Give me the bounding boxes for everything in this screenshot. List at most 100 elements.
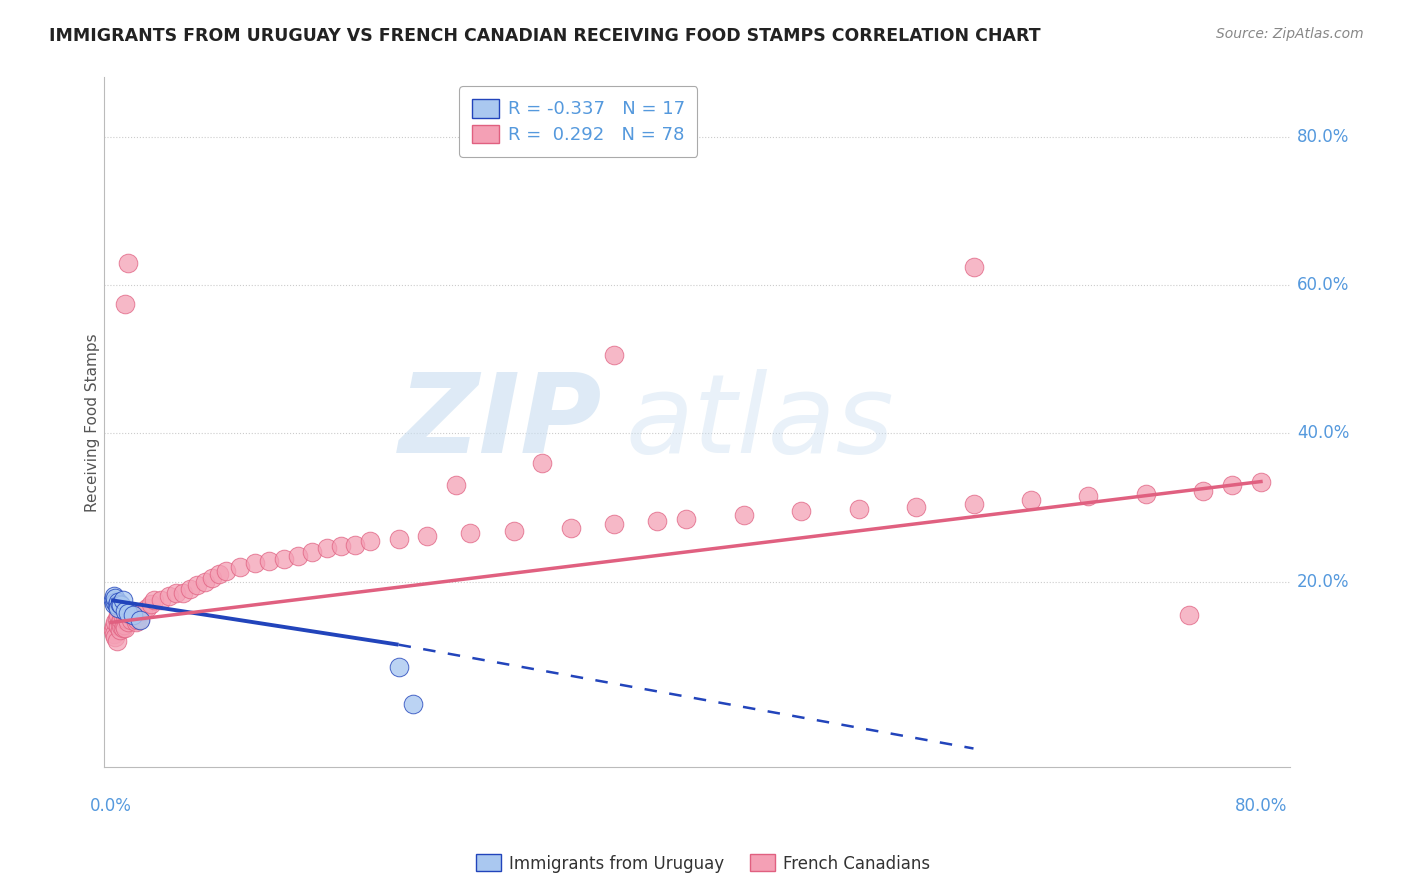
- Point: [110, 613, 132, 627]
- Point: [108, 597, 131, 611]
- Point: [111, 610, 134, 624]
- Point: [112, 617, 135, 632]
- Point: [387, 660, 409, 674]
- Point: [502, 524, 524, 539]
- Point: [208, 567, 231, 582]
- Point: [904, 500, 927, 515]
- Point: [124, 615, 146, 630]
- Point: [120, 613, 142, 627]
- Point: [645, 514, 668, 528]
- Point: [127, 607, 149, 622]
- Point: [1192, 484, 1215, 499]
- Text: 60.0%: 60.0%: [1296, 276, 1350, 294]
- Point: [733, 508, 755, 522]
- Point: [1220, 478, 1243, 492]
- Point: [460, 526, 482, 541]
- Text: 0.0%: 0.0%: [90, 797, 132, 814]
- Point: [387, 532, 409, 546]
- Point: [128, 612, 150, 626]
- Point: [193, 574, 215, 589]
- Legend: Immigrants from Uruguay, French Canadians: Immigrants from Uruguay, French Canadian…: [470, 847, 936, 880]
- Point: [143, 593, 166, 607]
- Point: [1250, 475, 1272, 489]
- Point: [1019, 493, 1042, 508]
- Point: [110, 619, 132, 633]
- Point: [172, 586, 194, 600]
- Point: [416, 529, 439, 543]
- Point: [114, 621, 136, 635]
- Point: [257, 554, 280, 568]
- Text: IMMIGRANTS FROM URUGUAY VS FRENCH CANADIAN RECEIVING FOOD STAMPS CORRELATION CHA: IMMIGRANTS FROM URUGUAY VS FRENCH CANADI…: [49, 27, 1040, 45]
- Point: [104, 615, 127, 630]
- Point: [301, 545, 323, 559]
- Text: 80.0%: 80.0%: [1234, 797, 1286, 814]
- Point: [243, 556, 266, 570]
- Point: [444, 478, 467, 492]
- Point: [115, 612, 138, 626]
- Point: [186, 578, 208, 592]
- Point: [107, 607, 129, 622]
- Point: [103, 626, 125, 640]
- Point: [136, 600, 159, 615]
- Point: [108, 623, 131, 637]
- Text: 20.0%: 20.0%: [1296, 573, 1350, 591]
- Point: [104, 595, 127, 609]
- Point: [531, 456, 554, 470]
- Point: [117, 256, 139, 270]
- Text: atlas: atlas: [626, 368, 894, 475]
- Point: [105, 612, 128, 626]
- Point: [675, 511, 697, 525]
- Point: [273, 552, 295, 566]
- Point: [179, 582, 201, 596]
- Point: [962, 260, 984, 274]
- Point: [101, 593, 124, 607]
- Legend: R = -0.337   N = 17, R =  0.292   N = 78: R = -0.337 N = 17, R = 0.292 N = 78: [458, 87, 697, 157]
- Point: [103, 597, 125, 611]
- Point: [790, 504, 813, 518]
- Point: [117, 606, 139, 620]
- Point: [315, 541, 337, 556]
- Point: [107, 595, 129, 609]
- Point: [165, 586, 187, 600]
- Point: [122, 610, 145, 624]
- Point: [114, 296, 136, 310]
- Point: [103, 619, 125, 633]
- Text: 80.0%: 80.0%: [1296, 128, 1350, 145]
- Point: [111, 621, 134, 635]
- Point: [215, 564, 238, 578]
- Point: [848, 502, 870, 516]
- Point: [603, 516, 626, 531]
- Point: [107, 600, 129, 615]
- Point: [1178, 607, 1201, 622]
- Point: [101, 623, 124, 637]
- Point: [104, 630, 127, 644]
- Point: [114, 613, 136, 627]
- Point: [603, 349, 626, 363]
- Point: [150, 593, 173, 607]
- Point: [402, 697, 425, 711]
- Point: [104, 591, 127, 605]
- Point: [1077, 489, 1099, 503]
- Point: [103, 590, 125, 604]
- Point: [229, 559, 252, 574]
- Point: [125, 613, 148, 627]
- Point: [560, 521, 582, 535]
- Point: [344, 538, 367, 552]
- Point: [108, 615, 131, 630]
- Point: [287, 549, 309, 563]
- Text: Source: ZipAtlas.com: Source: ZipAtlas.com: [1216, 27, 1364, 41]
- Point: [157, 590, 180, 604]
- Point: [201, 571, 224, 585]
- Point: [118, 607, 141, 622]
- Point: [105, 599, 128, 613]
- Point: [105, 634, 128, 648]
- Point: [330, 539, 353, 553]
- Point: [132, 604, 155, 618]
- Text: ZIP: ZIP: [398, 368, 602, 475]
- Point: [962, 497, 984, 511]
- Point: [107, 619, 129, 633]
- Text: 40.0%: 40.0%: [1296, 425, 1350, 442]
- Point: [128, 613, 150, 627]
- Point: [1135, 487, 1157, 501]
- Point: [359, 533, 381, 548]
